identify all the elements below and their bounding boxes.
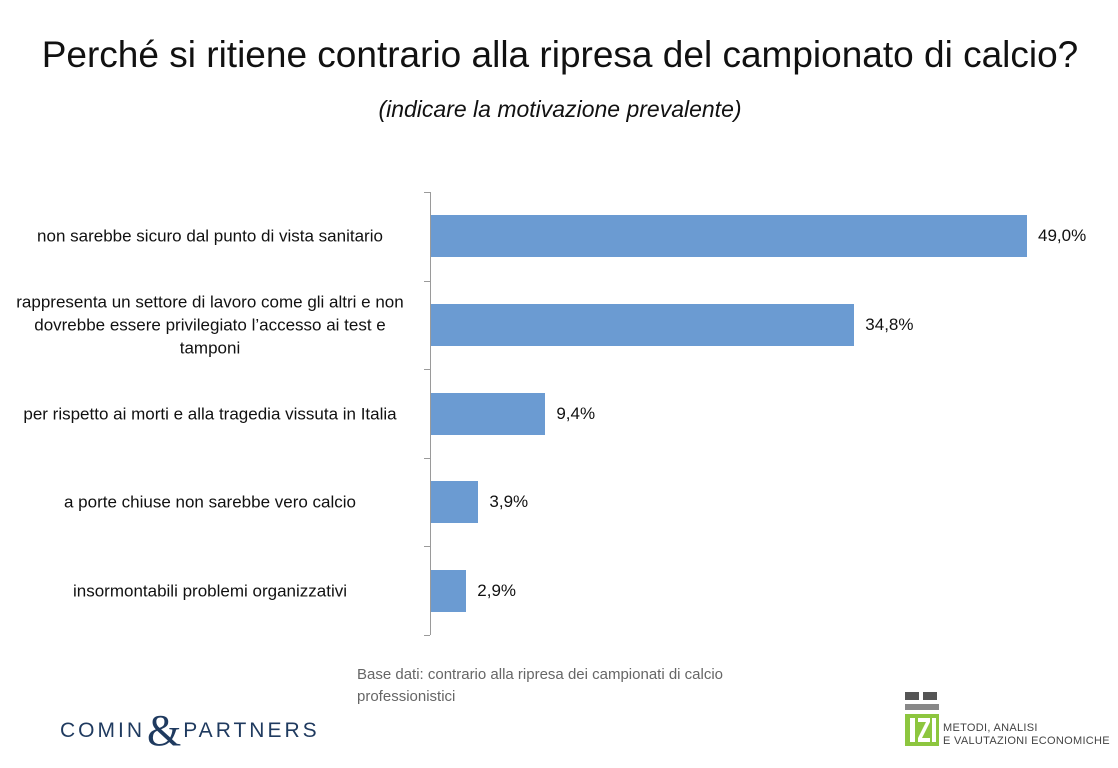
category-label: per rispetto ai morti e alla tragedia vi… <box>23 404 397 423</box>
category-label: non sarebbe sicuro dal punto di vista sa… <box>37 226 383 246</box>
bar <box>431 392 546 435</box>
value-label: 34,8% <box>865 314 914 334</box>
note: Base dati: contrario alla ripresa dei ca… <box>357 666 724 705</box>
y-axis-tick <box>424 369 430 371</box>
chart-title: Perché si ritiene contrario alla ripresa… <box>41 34 1079 75</box>
bar <box>431 215 1027 258</box>
value-label: 2,9% <box>477 580 517 600</box>
logo-comin-partners: COMIN&PARTNERS <box>60 705 320 756</box>
value-label: 49,0% <box>1038 226 1087 246</box>
bar <box>431 481 479 524</box>
logo-text: E VALUTAZIONI ECONOMICHE <box>943 735 1110 747</box>
y-axis-tick <box>424 546 430 548</box>
y-axis-tick <box>424 457 430 459</box>
logo-text: PARTNERS <box>183 719 320 742</box>
logo-text: COMIN <box>60 719 145 742</box>
y-axis-tick <box>424 635 430 636</box>
category-label: rappresenta un settore di lavoro come gl… <box>16 292 404 358</box>
category-label: insormontabili problemi organizzativi <box>72 581 347 601</box>
logo-izi: METODI, ANALISI E VALUTAZIONI ECONOMICHE <box>903 690 1110 750</box>
value-label: 9,4% <box>556 403 596 423</box>
y-axis-tick <box>424 280 430 282</box>
chart-title-block: Perché si ritiene contrario alla ripresa… <box>40 30 1080 134</box>
logo-ampersand: & <box>147 706 182 755</box>
value-label: 3,9% <box>489 492 529 512</box>
bar <box>431 569 467 612</box>
chart-subtitle: (indicare la motivazione prevalente) <box>378 96 742 122</box>
category-label: a porte chiuse non sarebbe vero calcio <box>63 492 356 512</box>
bar <box>431 303 855 346</box>
logo-text: METODI, ANALISI <box>943 722 1038 734</box>
y-axis-line <box>430 192 431 635</box>
logo-icon <box>905 692 939 746</box>
y-axis-tick <box>424 192 430 193</box>
